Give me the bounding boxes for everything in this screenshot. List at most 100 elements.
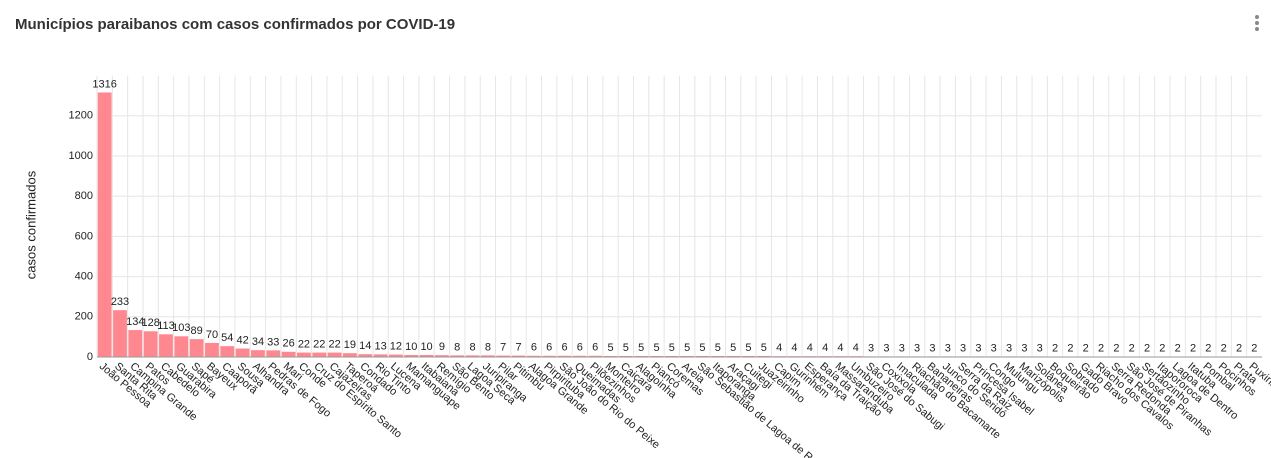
bar <box>435 355 449 357</box>
bar <box>266 350 281 357</box>
value-label: 2 <box>1083 343 1089 355</box>
bar <box>251 350 265 357</box>
value-label: 8 <box>454 341 460 353</box>
value-label: 3 <box>883 342 889 354</box>
value-label: 6 <box>592 342 598 354</box>
bar <box>113 310 127 357</box>
value-label: 2 <box>1190 343 1196 355</box>
bar <box>220 346 235 357</box>
y-axis-label: casos confirmados <box>23 170 38 279</box>
value-label: 22 <box>328 338 340 350</box>
bar <box>450 355 465 357</box>
value-label: 4 <box>853 342 859 354</box>
bar <box>680 355 695 357</box>
y-tick-label: 1000 <box>69 150 93 162</box>
value-label: 3 <box>975 342 981 354</box>
value-label: 103 <box>172 322 190 334</box>
bar <box>143 331 158 357</box>
y-tick-label: 0 <box>87 351 93 363</box>
bar <box>343 353 357 357</box>
value-label: 13 <box>374 340 386 352</box>
value-label: 33 <box>267 336 279 348</box>
value-label: 4 <box>791 342 797 354</box>
value-label: 113 <box>157 320 175 332</box>
value-label: 5 <box>761 342 767 354</box>
value-label: 89 <box>191 325 203 337</box>
value-label: 10 <box>405 341 417 353</box>
bar <box>511 355 526 357</box>
value-label: 2 <box>1129 343 1135 355</box>
value-label: 5 <box>684 342 690 354</box>
value-label: 5 <box>669 342 675 354</box>
value-label: 2 <box>1221 343 1227 355</box>
value-label: 3 <box>960 342 966 354</box>
value-label: 19 <box>344 339 356 351</box>
value-label: 5 <box>745 342 751 354</box>
value-label: 6 <box>561 342 567 354</box>
bar <box>649 355 664 357</box>
value-label: 42 <box>237 334 249 346</box>
value-label: 1316 <box>92 78 116 90</box>
y-tick-label: 200 <box>75 311 93 323</box>
value-label: 8 <box>469 341 475 353</box>
value-label: 10 <box>420 341 432 353</box>
bar <box>297 352 311 357</box>
bar <box>128 330 143 357</box>
value-label: 5 <box>623 342 629 354</box>
value-label: 22 <box>313 338 325 350</box>
value-label: 54 <box>221 332 233 344</box>
value-label: 2 <box>1175 343 1181 355</box>
value-label: 4 <box>837 342 843 354</box>
y-tick-label: 800 <box>75 190 93 202</box>
chart-title: Municípios paraibanos com casos confirma… <box>15 16 455 33</box>
bar <box>741 355 756 357</box>
bar <box>312 352 327 357</box>
value-label: 26 <box>282 338 294 350</box>
value-label: 2 <box>1251 343 1257 355</box>
value-label: 3 <box>991 342 997 354</box>
value-label: 9 <box>439 341 445 353</box>
bar <box>542 355 557 357</box>
bar <box>389 354 403 357</box>
bar <box>327 352 342 357</box>
value-label: 3 <box>914 342 920 354</box>
value-label: 8 <box>485 341 491 353</box>
y-tick-label: 400 <box>75 271 93 283</box>
value-label: 2 <box>1113 343 1119 355</box>
bar <box>97 92 112 357</box>
value-label: 4 <box>776 342 782 354</box>
bar <box>695 355 710 357</box>
value-label: 4 <box>807 342 813 354</box>
menu-icon[interactable] <box>1255 15 1259 31</box>
bar <box>358 354 373 357</box>
bar <box>281 351 296 357</box>
value-label: 233 <box>111 296 129 308</box>
value-label: 3 <box>868 342 874 354</box>
value-label: 34 <box>252 336 264 348</box>
value-label: 2 <box>1144 343 1150 355</box>
value-label: 3 <box>929 342 935 354</box>
bar <box>557 355 572 357</box>
bar <box>496 355 511 357</box>
bar <box>618 355 633 357</box>
value-label: 2 <box>1236 343 1242 355</box>
value-label: 128 <box>141 317 159 329</box>
bar <box>373 354 388 357</box>
bar <box>205 342 219 357</box>
bar <box>664 355 679 357</box>
bar <box>572 355 587 357</box>
y-tick-label: 600 <box>75 230 93 242</box>
bar <box>634 355 649 357</box>
value-label: 5 <box>638 342 644 354</box>
bar <box>726 355 741 357</box>
value-label: 3 <box>1037 342 1043 354</box>
bar <box>174 336 189 357</box>
value-label: 2 <box>1205 343 1211 355</box>
value-label: 6 <box>577 342 583 354</box>
bar <box>710 355 725 357</box>
value-label: 12 <box>390 340 402 352</box>
bar <box>419 354 434 357</box>
value-label: 5 <box>730 342 736 354</box>
value-label: 5 <box>607 342 613 354</box>
value-label: 6 <box>546 342 552 354</box>
